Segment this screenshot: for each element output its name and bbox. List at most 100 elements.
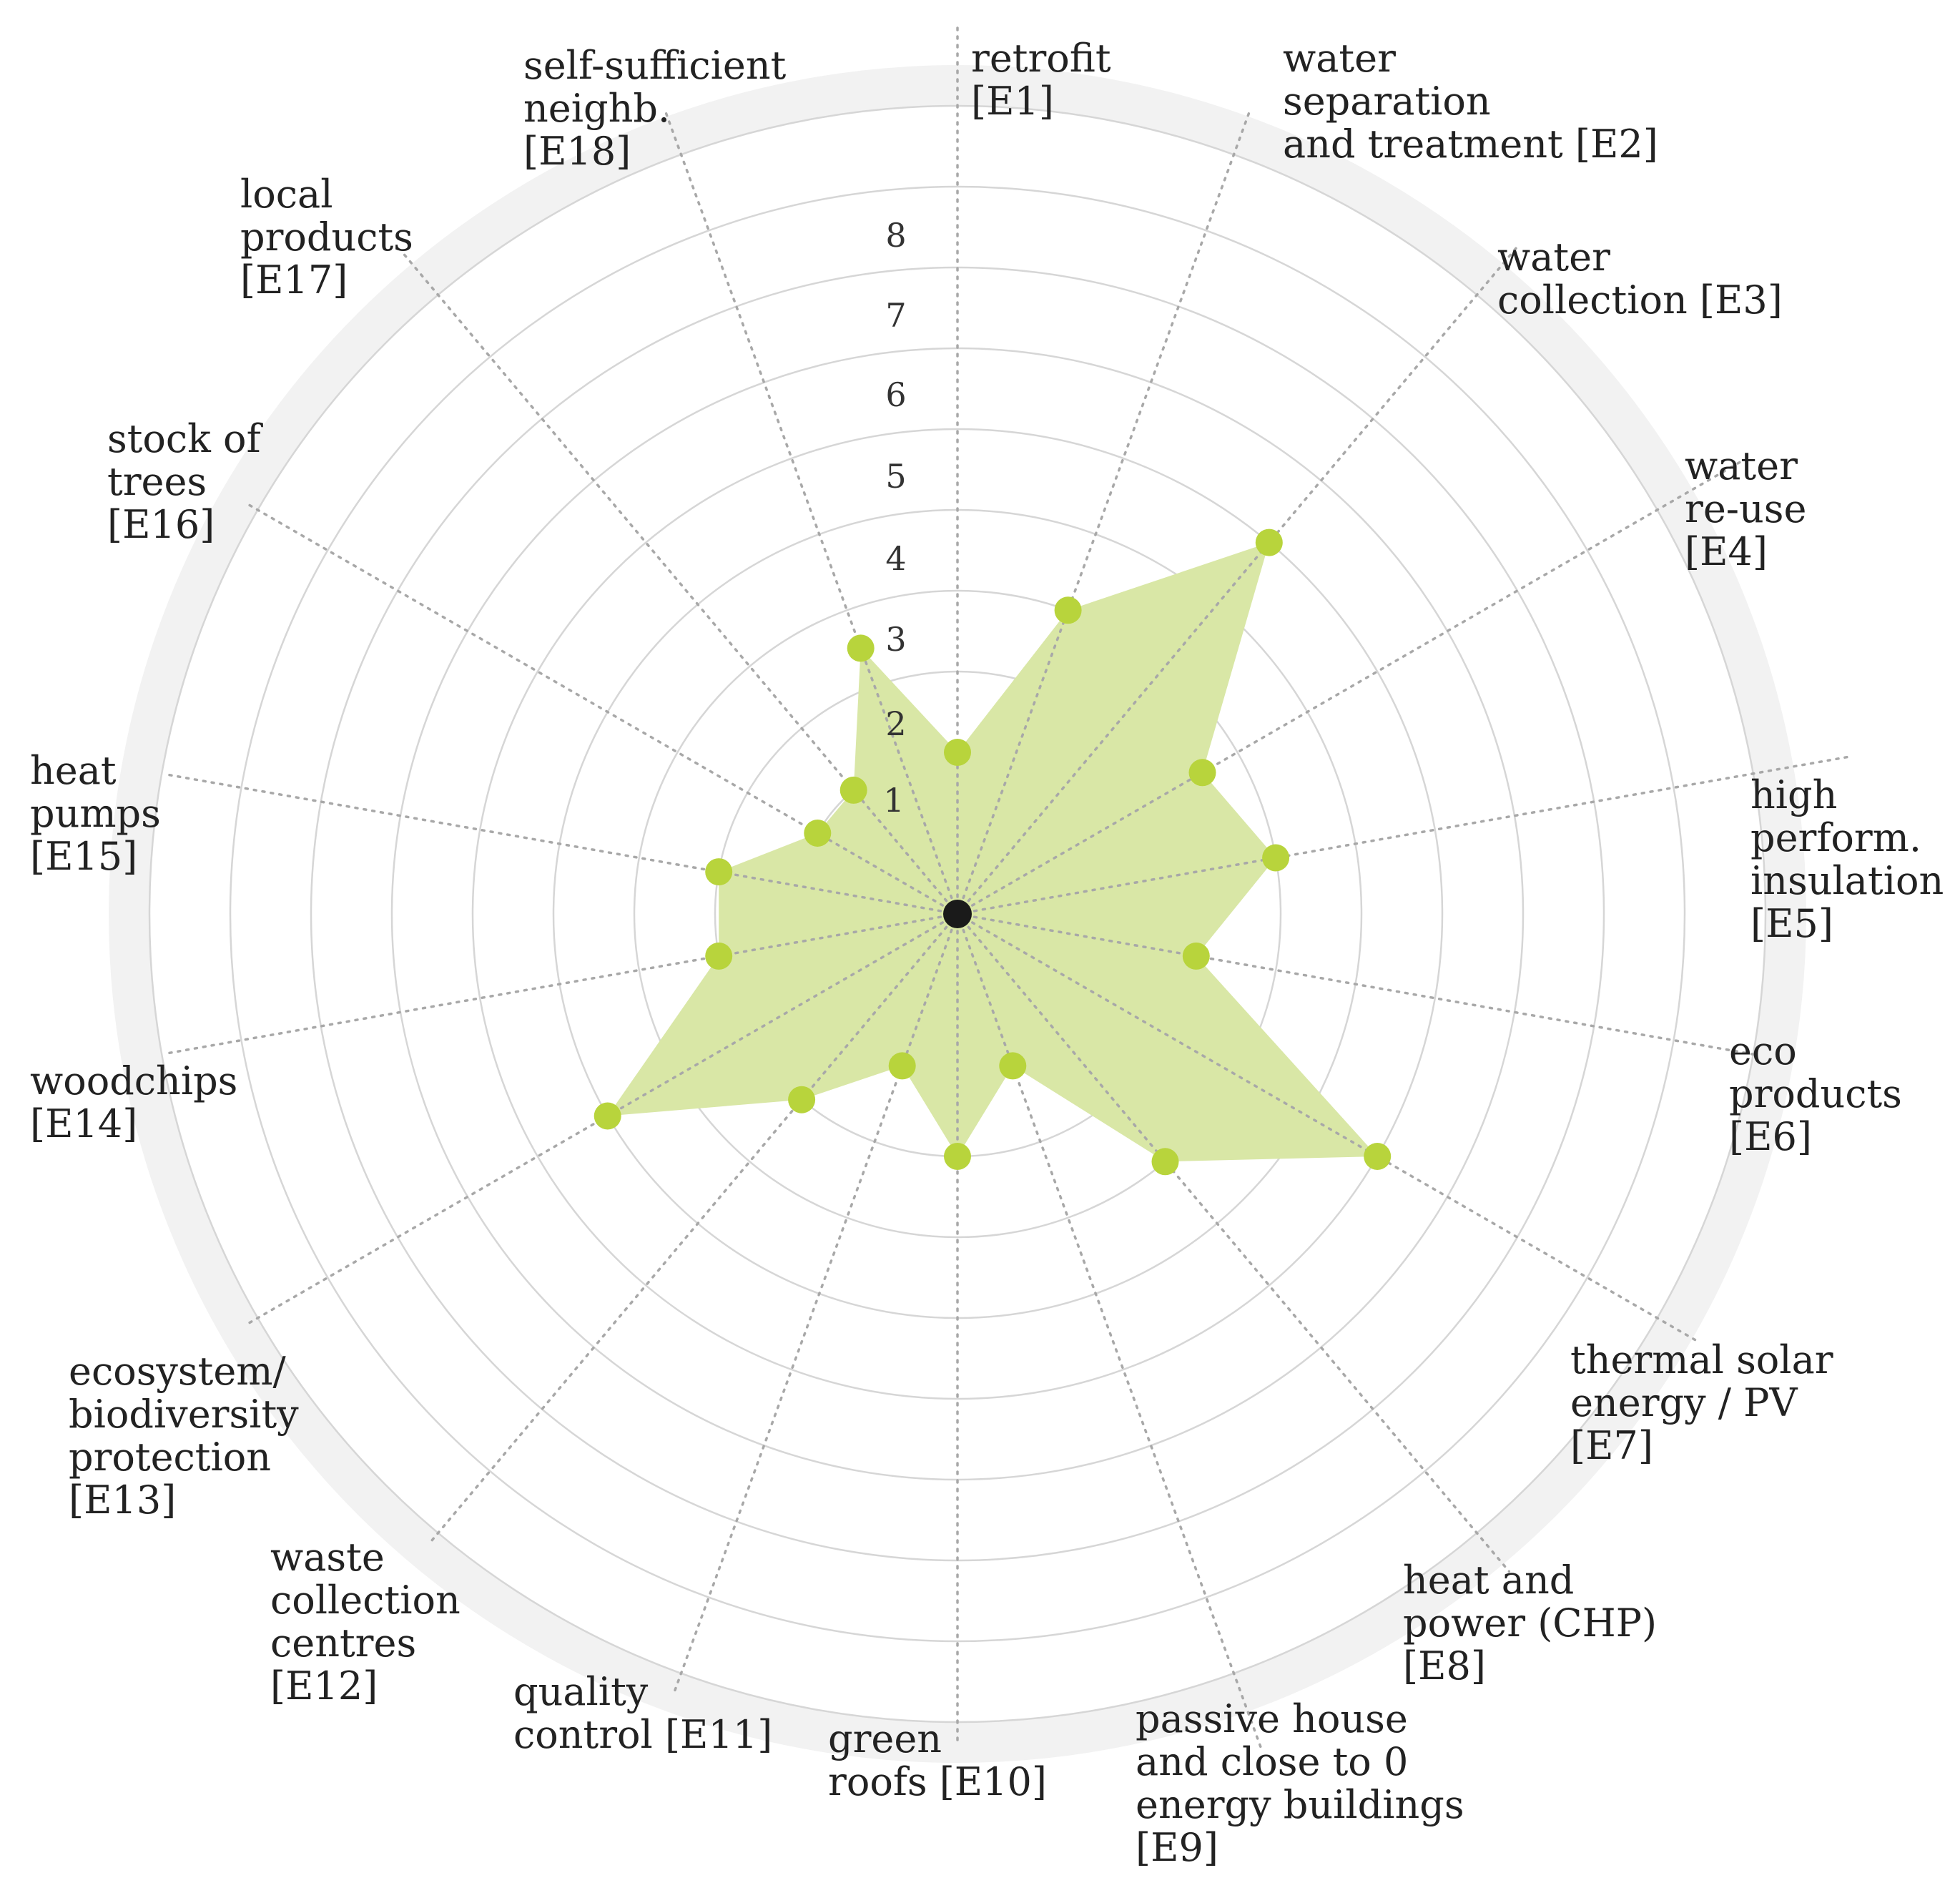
category-label-E12-line-1: waste: [270, 1535, 385, 1580]
category-label-E8-line-2: power (CHP): [1403, 1600, 1657, 1646]
category-label-E5-line-3: insulation: [1750, 858, 1944, 903]
category-label-E7-line-2: energy / PV: [1570, 1380, 1798, 1425]
category-label-E14-line-1: woodchips: [30, 1058, 237, 1103]
category-label-E2-line-1: water: [1283, 36, 1396, 81]
point-E5: [1262, 844, 1290, 872]
category-label-E17-line-2: products: [240, 215, 413, 260]
tick-label-2: 2: [885, 704, 906, 743]
category-label-E8-line-3: [E8]: [1403, 1643, 1486, 1688]
category-label-E6-line-3: [E6]: [1729, 1114, 1812, 1159]
spoke-E12: [428, 913, 959, 1545]
point-E14: [705, 942, 733, 970]
category-label-E15-line-2: pumps: [30, 791, 161, 836]
center-dot: [943, 900, 972, 928]
category-label-E4-line-3: [E4]: [1685, 529, 1768, 574]
category-label-E13-line-2: biodiversity: [69, 1392, 299, 1437]
category-label-E14-line-2: [E14]: [30, 1101, 137, 1146]
point-E11: [888, 1052, 916, 1080]
category-label-E17: local products [E17]: [240, 172, 413, 303]
category-label-E14: woodchips [E14]: [30, 1058, 237, 1146]
category-label-E16-line-1: stock of: [107, 416, 264, 461]
category-label-E3-line-1: water: [1497, 235, 1610, 280]
category-label-E18-line-3: [E18]: [523, 129, 631, 174]
category-label-E17-line-1: local: [240, 172, 333, 217]
category-label-E3-line-2: collection [E3]: [1497, 277, 1783, 323]
spoke-E8: [956, 913, 1511, 1573]
category-label-E13-line-1: ecosystem/: [69, 1349, 287, 1394]
category-label-E13: ecosystem/biodiversity protection [E13]: [69, 1349, 299, 1523]
category-label-E7-line-3: [E7]: [1570, 1423, 1653, 1468]
category-label-E3: water collection [E3]: [1497, 235, 1783, 323]
spoke-E11: [672, 913, 959, 1695]
category-label-E15: heat pumps [E15]: [30, 748, 161, 879]
category-label-E4-line-2: re-use: [1685, 486, 1806, 531]
category-label-E12: waste collection centres [E12]: [270, 1535, 461, 1708]
category-label-E4-line-1: water: [1685, 443, 1798, 488]
category-label-E8-line-1: heat and: [1403, 1558, 1574, 1603]
category-label-E12-line-3: centres: [270, 1621, 416, 1666]
spoke-E17: [400, 250, 959, 915]
spoke-E4: [956, 458, 1745, 915]
category-label-E6: eco products [E6]: [1729, 1028, 1902, 1159]
tick-label-8: 8: [885, 216, 906, 255]
point-E18: [847, 634, 875, 662]
grid-ring-6: [471, 428, 1444, 1400]
category-label-E1-line-2: [E1]: [971, 79, 1054, 124]
point-E13: [594, 1102, 621, 1130]
point-E10: [944, 1143, 971, 1170]
point-E4: [1188, 759, 1216, 787]
tick-label-4: 4: [885, 539, 906, 578]
category-label-E5-line-1: high: [1750, 772, 1837, 817]
category-label-E15-line-1: heat: [30, 748, 117, 793]
category-label-E15-line-3: [E15]: [30, 834, 137, 879]
point-E12: [788, 1086, 816, 1113]
category-label-E1-line-1: retrofit: [971, 36, 1111, 81]
category-label-E16-line-3: [E16]: [107, 502, 215, 547]
category-label-E13-line-3: protection: [69, 1435, 271, 1480]
category-label-E5-line-2: perform.: [1750, 815, 1921, 860]
category-label-E10: green roofs [E10]: [828, 1716, 1047, 1804]
category-label-E11-line-2: control [E11]: [513, 1712, 772, 1757]
category-label-E8: heat and power (CHP) [E8]: [1403, 1558, 1657, 1688]
point-E7: [1364, 1143, 1392, 1170]
category-label-E2-line-2: separation: [1283, 79, 1491, 124]
category-label-E4: water re-use [E4]: [1685, 443, 1806, 574]
category-label-E12-line-4: [E12]: [270, 1663, 378, 1708]
point-E16: [804, 820, 832, 847]
category-label-E7-line-1: thermal solar: [1570, 1337, 1833, 1382]
category-label-E18: self-sufficient neighb. [E18]: [523, 43, 787, 174]
grid-ring-4: [633, 589, 1282, 1239]
spoke-E2: [956, 106, 1253, 915]
category-label-E11-line-1: quality: [513, 1669, 649, 1714]
tick-label-7: 7: [885, 296, 906, 335]
category-label-E11: quality control [E11]: [513, 1669, 772, 1757]
category-label-E1: retrofit [E1]: [971, 36, 1111, 124]
category-label-E5: high perform. insulation [E5]: [1750, 772, 1944, 946]
spoke-E3: [956, 244, 1520, 915]
category-label-E18-line-1: self-sufficient: [523, 43, 787, 88]
category-label-E16-line-2: trees: [107, 459, 207, 504]
tick-label-1: 1: [883, 781, 904, 820]
category-label-E2-line-3: and treatment [E2]: [1283, 122, 1658, 167]
category-label-E7: thermal solar energy / PV [E7]: [1570, 1337, 1833, 1468]
point-E6: [1182, 942, 1210, 970]
category-label-E5-line-4: [E5]: [1750, 901, 1833, 946]
category-label-E9-line-2: and close to 0: [1136, 1739, 1408, 1784]
series-area: [607, 542, 1378, 1162]
category-label-E10-line-2: roofs [E10]: [828, 1759, 1047, 1804]
tick-label-5: 5: [885, 457, 906, 496]
category-label-E18-line-2: neighb.: [523, 86, 670, 131]
category-label-E9-line-1: passive house: [1136, 1696, 1408, 1741]
category-label-E16: stock of trees [E16]: [107, 416, 264, 547]
spoke-E7: [956, 913, 1702, 1344]
grid-ring-9: [229, 185, 1686, 1643]
category-label-E9-line-4: [E9]: [1136, 1825, 1218, 1870]
point-E8: [1151, 1148, 1179, 1176]
category-label-E10-line-1: green: [828, 1716, 942, 1761]
category-label-E13-line-4: [E13]: [69, 1477, 176, 1523]
point-E1: [944, 739, 971, 766]
spoke-E6: [956, 913, 1762, 1057]
point-E9: [999, 1052, 1027, 1080]
